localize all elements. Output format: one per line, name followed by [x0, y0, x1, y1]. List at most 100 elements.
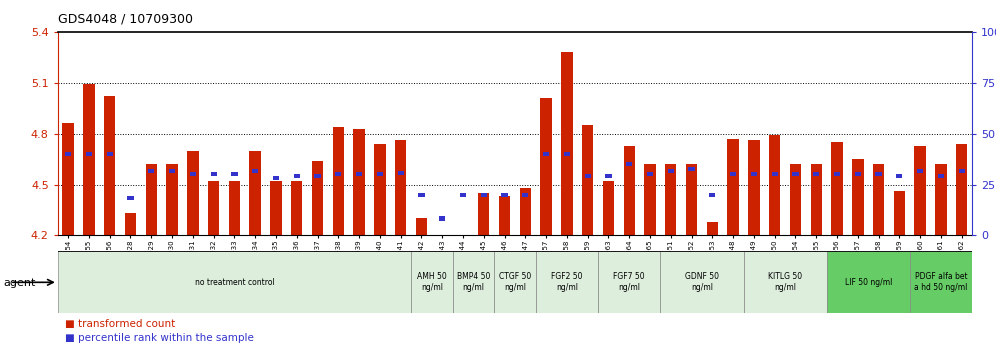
Bar: [210, 172, 217, 176]
Bar: [86, 152, 92, 156]
Bar: [374, 144, 385, 235]
Bar: [561, 52, 573, 235]
Bar: [709, 193, 715, 197]
Bar: [501, 193, 508, 197]
Bar: [772, 172, 778, 176]
Bar: [494, 251, 536, 313]
Bar: [252, 169, 258, 173]
Bar: [499, 196, 510, 235]
Bar: [541, 98, 552, 235]
Bar: [189, 172, 196, 176]
Bar: [606, 174, 612, 178]
Bar: [665, 164, 676, 235]
Bar: [84, 85, 95, 235]
Bar: [893, 191, 905, 235]
Bar: [938, 174, 944, 178]
Bar: [769, 135, 781, 235]
Bar: [354, 129, 365, 235]
Bar: [395, 141, 406, 235]
Bar: [231, 172, 237, 176]
Bar: [914, 145, 926, 235]
Bar: [249, 150, 261, 235]
Bar: [790, 164, 801, 235]
Bar: [315, 174, 321, 178]
Bar: [356, 172, 363, 176]
Bar: [478, 193, 489, 235]
Text: CTGF 50
ng/ml: CTGF 50 ng/ml: [499, 272, 531, 292]
Text: ■ transformed count: ■ transformed count: [65, 319, 175, 329]
Bar: [148, 169, 154, 173]
Bar: [730, 172, 736, 176]
Bar: [811, 164, 822, 235]
Bar: [626, 162, 632, 166]
Bar: [853, 159, 864, 235]
Text: PDGF alfa bet
a hd 50 ng/ml: PDGF alfa bet a hd 50 ng/ml: [914, 272, 967, 292]
Bar: [875, 172, 881, 176]
Bar: [415, 218, 427, 235]
Bar: [727, 139, 739, 235]
Bar: [63, 124, 74, 235]
Bar: [312, 161, 324, 235]
Text: GDNF 50
ng/ml: GDNF 50 ng/ml: [685, 272, 719, 292]
Bar: [958, 169, 965, 173]
Bar: [813, 172, 820, 176]
Bar: [585, 174, 591, 178]
Bar: [452, 251, 494, 313]
Bar: [273, 176, 279, 180]
Bar: [706, 222, 718, 235]
Text: KITLG 50
ng/ml: KITLG 50 ng/ml: [768, 272, 802, 292]
Bar: [917, 169, 923, 173]
Text: FGF2 50
ng/ml: FGF2 50 ng/ml: [551, 272, 583, 292]
Bar: [623, 145, 634, 235]
Bar: [397, 171, 403, 175]
Text: BMP4 50
ng/ml: BMP4 50 ng/ml: [457, 272, 490, 292]
Bar: [169, 169, 175, 173]
Bar: [418, 193, 424, 197]
Bar: [598, 251, 660, 313]
Bar: [686, 164, 697, 235]
Bar: [564, 152, 570, 156]
Bar: [832, 142, 843, 235]
Bar: [748, 141, 760, 235]
Bar: [855, 172, 861, 176]
Bar: [336, 172, 342, 176]
Bar: [536, 251, 598, 313]
Bar: [291, 181, 303, 235]
Bar: [187, 150, 198, 235]
Bar: [208, 181, 219, 235]
Text: LIF 50 ng/ml: LIF 50 ng/ml: [845, 278, 891, 287]
Bar: [909, 251, 972, 313]
Text: ■ percentile rank within the sample: ■ percentile rank within the sample: [65, 333, 254, 343]
Text: AMH 50
ng/ml: AMH 50 ng/ml: [417, 272, 446, 292]
Bar: [660, 251, 744, 313]
Bar: [333, 127, 344, 235]
Bar: [145, 164, 157, 235]
Bar: [58, 251, 411, 313]
Bar: [294, 174, 300, 178]
Bar: [582, 125, 594, 235]
Bar: [522, 193, 529, 197]
Bar: [872, 164, 884, 235]
Bar: [896, 174, 902, 178]
Bar: [229, 181, 240, 235]
Bar: [646, 172, 653, 176]
Bar: [411, 251, 452, 313]
Bar: [743, 251, 827, 313]
Bar: [667, 169, 674, 173]
Bar: [460, 193, 466, 197]
Bar: [439, 216, 445, 221]
Text: GDS4048 / 10709300: GDS4048 / 10709300: [58, 12, 193, 25]
Bar: [956, 144, 967, 235]
Bar: [520, 188, 531, 235]
Bar: [127, 196, 133, 200]
Text: FGF7 50
ng/ml: FGF7 50 ng/ml: [614, 272, 645, 292]
Bar: [166, 164, 177, 235]
Bar: [65, 152, 72, 156]
Bar: [688, 167, 694, 171]
Text: agent: agent: [3, 278, 36, 288]
Bar: [644, 164, 655, 235]
Bar: [834, 172, 841, 176]
Text: no treatment control: no treatment control: [194, 278, 274, 287]
Bar: [935, 164, 946, 235]
Bar: [270, 181, 282, 235]
